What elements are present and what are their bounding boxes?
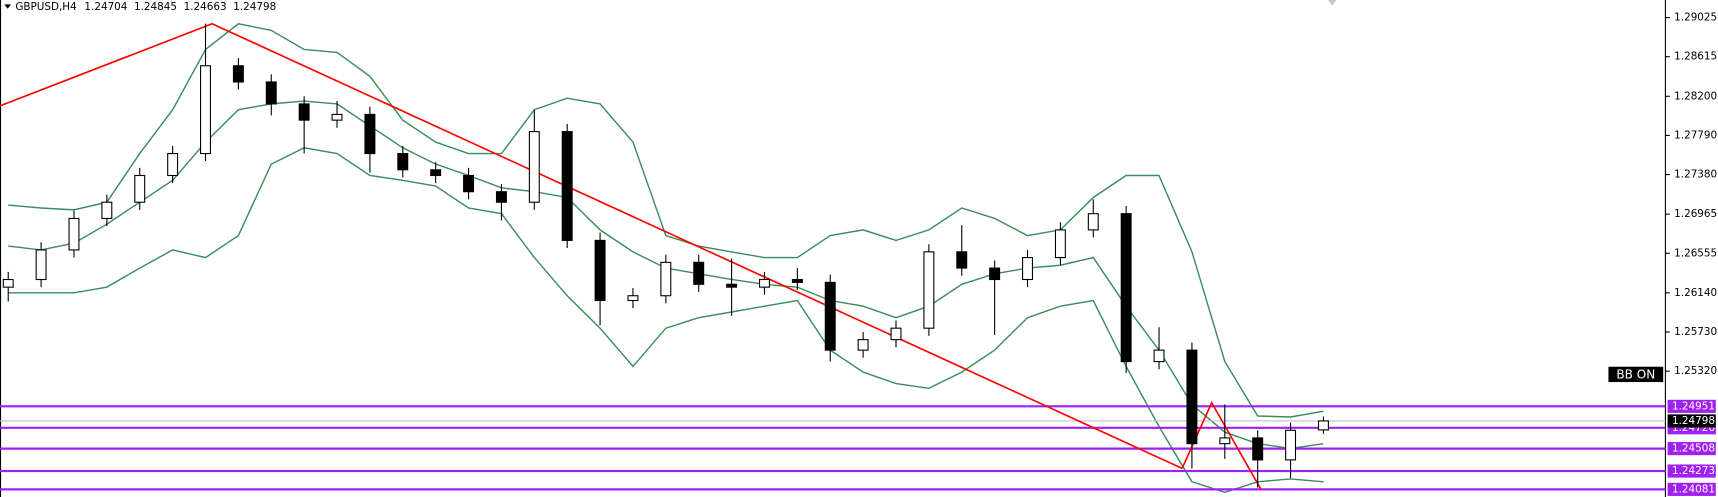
level-label: 1.24508 <box>1672 443 1715 455</box>
level-label: 1.24081 <box>1672 483 1715 495</box>
candle-body <box>232 65 244 83</box>
bollinger-upper <box>8 22 1324 418</box>
y-tick-label: 1.27380 <box>1674 169 1717 181</box>
candle-body <box>660 261 672 297</box>
current-price-box <box>1667 414 1716 428</box>
candle-body <box>167 152 179 177</box>
level-label: 1.24273 <box>1672 465 1715 477</box>
candle-body <box>101 201 113 219</box>
candle-body <box>1022 257 1034 281</box>
candle-body <box>956 251 968 269</box>
shift-marker <box>1327 0 1337 6</box>
y-tick-label: 1.27790 <box>1674 129 1717 141</box>
candle-body <box>791 278 803 283</box>
candle-body <box>1219 437 1231 445</box>
menu-arrow <box>4 4 11 9</box>
candle-body <box>758 278 770 288</box>
candle-body <box>923 251 935 329</box>
y-tick-label: 1.25320 <box>1674 365 1717 377</box>
candle-body <box>561 131 573 241</box>
candle-body <box>2 278 14 288</box>
level-label: 1.24951 <box>1672 400 1715 412</box>
indicator-box <box>1608 366 1664 383</box>
candle-body <box>463 174 475 193</box>
candle-body <box>1120 213 1132 363</box>
candle-body <box>265 81 277 105</box>
candle-body <box>364 113 376 155</box>
candle-body <box>1087 213 1099 231</box>
y-tick-label: 1.26140 <box>1674 287 1717 299</box>
candle-body <box>1054 229 1066 259</box>
candle-body <box>989 267 1001 281</box>
candle-body <box>1153 349 1165 363</box>
level-label-box <box>1667 464 1716 478</box>
candle-body <box>495 191 507 203</box>
candle-body <box>200 65 211 155</box>
level-label-box <box>1667 482 1716 496</box>
y-tick-label: 1.26555 <box>1674 247 1717 259</box>
y-tick-label: 1.28200 <box>1674 90 1717 102</box>
candle-body <box>298 103 310 121</box>
y-tick-label: 1.28615 <box>1674 51 1717 63</box>
y-tick-label: 1.29025 <box>1674 12 1717 24</box>
y-tick-label: 1.26965 <box>1674 208 1717 220</box>
candle-body <box>35 249 47 281</box>
candle-body <box>68 217 80 251</box>
level-label-box <box>1667 442 1716 456</box>
header-close: 1.24798 <box>233 1 276 13</box>
candle-body <box>430 169 442 177</box>
level-label-box <box>1667 399 1716 413</box>
candle-body <box>857 339 869 351</box>
candle-body <box>331 113 343 121</box>
header-low: 1.24663 <box>184 1 227 13</box>
bollinger-lower <box>8 147 1324 494</box>
header-high: 1.24845 <box>134 1 177 13</box>
symbol: GBPUSD,H4 <box>15 1 77 13</box>
candle-body <box>397 152 409 171</box>
candle-body <box>1252 437 1264 461</box>
candle-body <box>1285 429 1297 461</box>
header-open: 1.24704 <box>84 1 127 13</box>
candle-body <box>1317 420 1329 431</box>
y-tick-label: 1.25730 <box>1674 326 1717 338</box>
trendline <box>0 22 1183 470</box>
candle-body <box>594 239 606 302</box>
current-price-label: 1.24798 <box>1672 415 1715 427</box>
candle-body <box>726 283 738 288</box>
candle-body <box>627 295 639 302</box>
candle-body <box>134 174 146 203</box>
candle-body <box>1186 349 1198 445</box>
level-label: 1.24726 <box>1672 422 1715 434</box>
candle-body <box>528 131 540 203</box>
candle-body <box>890 327 902 341</box>
indicator-label: BB ON <box>1616 367 1655 381</box>
chart-header: GBPUSD,H4 1.24704 1.24845 1.24663 1.2479… <box>15 1 276 13</box>
candle-body <box>693 261 705 285</box>
candle-body <box>824 281 836 351</box>
